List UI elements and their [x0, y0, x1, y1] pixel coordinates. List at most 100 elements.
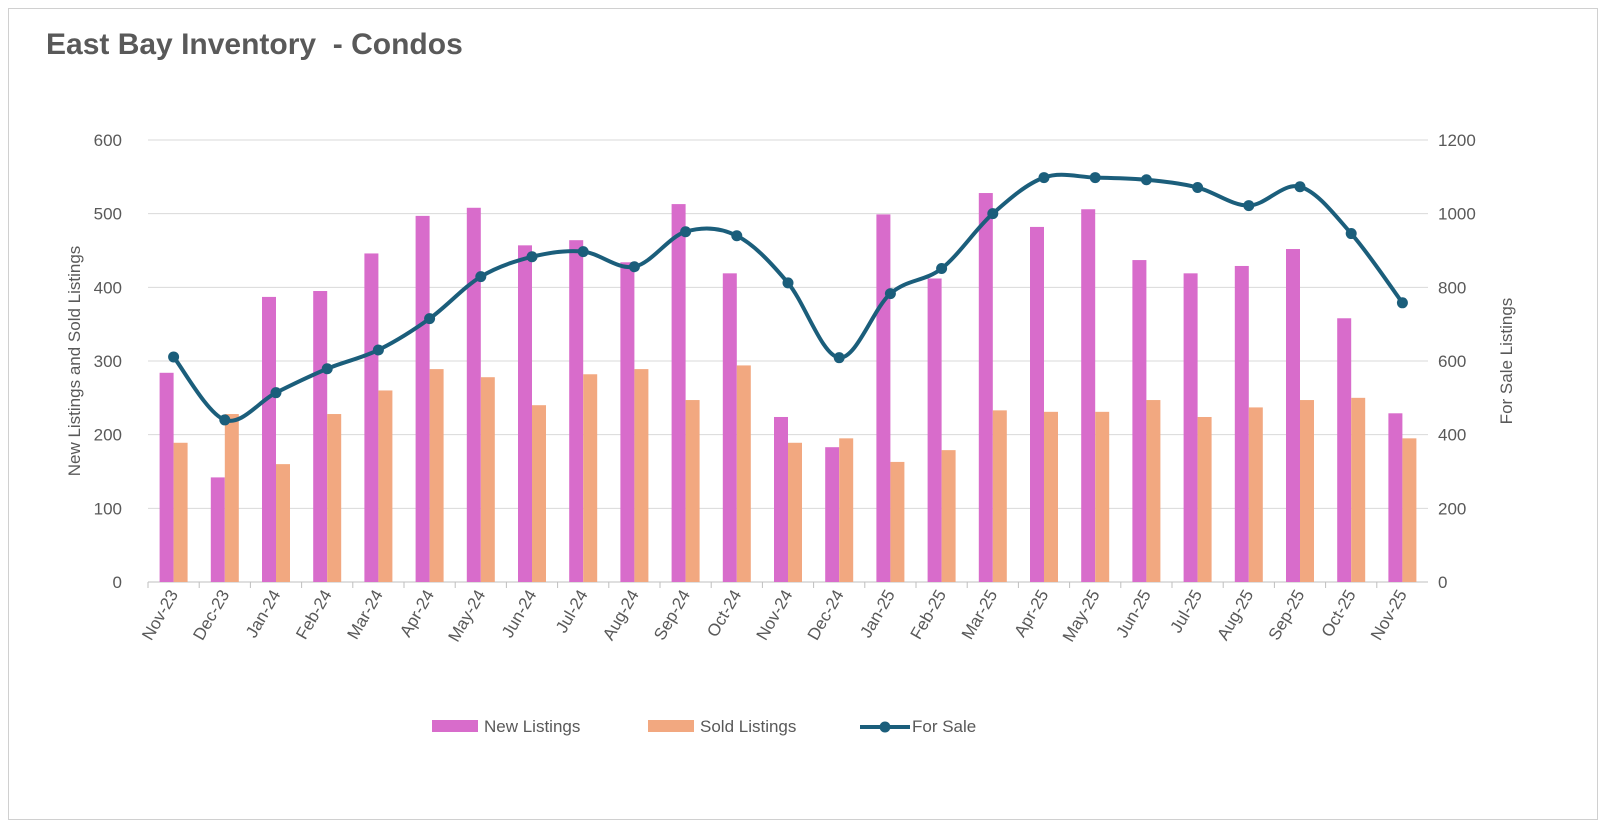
y-tick-label: 100 — [94, 499, 122, 518]
x-tick-label: May-25 — [1059, 587, 1104, 646]
bar-sold-listings — [1044, 411, 1058, 582]
bar-sold-listings — [839, 438, 854, 582]
bar-new-listings — [927, 278, 942, 582]
bar-new-listings — [774, 416, 788, 582]
point-for-sale — [168, 351, 180, 363]
bar-sold-listings — [173, 442, 188, 582]
bar-sold-listings — [685, 400, 700, 582]
legend-swatch-new-listings — [432, 720, 478, 732]
bar-new-listings — [1388, 413, 1403, 582]
chart-frame — [8, 8, 1598, 820]
x-tick-label: Sep-24 — [650, 587, 694, 644]
point-for-sale — [936, 263, 948, 275]
point-for-sale — [1140, 174, 1152, 186]
bar-sold-listings — [1248, 407, 1263, 582]
bar-sold-listings — [480, 377, 495, 582]
y2-tick-label: 1200 — [1438, 131, 1476, 150]
bar-new-listings — [1081, 209, 1096, 582]
x-tick-label: Jun-25 — [1112, 587, 1154, 642]
point-for-sale — [424, 313, 436, 325]
bar-sold-listings — [583, 374, 598, 582]
bar-new-listings — [978, 193, 993, 583]
point-for-sale — [321, 363, 333, 375]
bar-new-listings — [1030, 226, 1044, 582]
bar-sold-listings — [276, 464, 290, 582]
point-for-sale — [833, 352, 845, 364]
x-tick-label: Aug-24 — [599, 587, 643, 644]
x-tick-label: Apr-25 — [1010, 587, 1052, 641]
x-tick-label: Jul-24 — [552, 587, 592, 637]
point-for-sale — [526, 251, 538, 263]
point-for-sale — [1243, 200, 1255, 212]
legend-marker-for-sale — [879, 721, 891, 733]
bar-sold-listings — [1402, 438, 1417, 582]
y-axis-label: New Listings and Sold Listings — [65, 246, 84, 477]
point-for-sale — [884, 288, 896, 300]
bar-new-listings — [210, 477, 225, 582]
bar-new-listings — [671, 204, 686, 582]
point-for-sale — [577, 246, 589, 258]
point-for-sale — [1192, 182, 1204, 194]
point-for-sale — [782, 277, 794, 289]
x-tick-label: Nov-23 — [138, 587, 182, 644]
bar-new-listings — [569, 240, 584, 583]
x-tick-label: Jun-24 — [498, 587, 540, 642]
bar-new-listings — [825, 447, 840, 582]
y2-tick-label: 400 — [1438, 426, 1466, 445]
bar-new-listings — [1183, 273, 1198, 582]
y2-tick-label: 800 — [1438, 278, 1466, 297]
bar-new-listings — [415, 215, 430, 583]
point-for-sale — [628, 261, 640, 273]
y2-tick-label: 200 — [1438, 499, 1466, 518]
bar-sold-listings — [1095, 411, 1110, 582]
bar-sold-listings — [1197, 416, 1212, 582]
x-tick-label: Jan-24 — [242, 587, 284, 642]
y2-axis-label: For Sale Listings — [1497, 298, 1516, 425]
bar-new-listings — [518, 245, 532, 583]
bar-sold-listings — [890, 461, 905, 582]
y2-tick-label: 0 — [1438, 573, 1447, 592]
y-tick-label: 500 — [94, 205, 122, 224]
point-for-sale — [1345, 228, 1357, 240]
y-tick-label: 0 — [113, 573, 122, 592]
x-tick-label: Sep-25 — [1265, 587, 1309, 644]
bar-new-listings — [364, 253, 379, 583]
bar-sold-listings — [634, 369, 649, 582]
point-for-sale — [731, 230, 743, 242]
bar-new-listings — [313, 291, 328, 582]
bar-sold-listings — [788, 442, 802, 582]
point-for-sale — [475, 271, 487, 283]
point-for-sale — [219, 414, 231, 426]
bar-new-listings — [722, 273, 737, 582]
chart-title: East Bay Inventory - Condos — [46, 28, 463, 61]
bar-new-listings — [620, 262, 635, 582]
point-for-sale — [680, 226, 692, 238]
point-for-sale — [270, 387, 282, 399]
x-tick-label: Aug-25 — [1213, 587, 1257, 644]
y-tick-label: 600 — [94, 131, 122, 150]
x-tick-label: Feb-25 — [907, 587, 950, 643]
bar-sold-listings — [1351, 397, 1366, 582]
bar-new-listings — [262, 296, 276, 582]
legend-label-new-listings: New Listings — [484, 717, 580, 736]
x-tick-label: Nov-24 — [753, 587, 797, 644]
point-for-sale — [372, 344, 384, 356]
bar-sold-listings — [941, 450, 956, 582]
y2-tick-label: 1000 — [1438, 205, 1476, 224]
y-tick-label: 400 — [94, 278, 122, 297]
bar-sold-listings — [532, 405, 546, 582]
x-tick-label: Nov-25 — [1367, 587, 1411, 644]
x-tick-label: Jan-25 — [856, 587, 898, 642]
bar-new-listings — [1337, 318, 1352, 582]
line-for-sale — [172, 172, 1405, 423]
point-for-sale — [1089, 172, 1101, 184]
x-tick-label: Oct-25 — [1318, 587, 1360, 641]
x-tick-label: Mar-25 — [958, 587, 1001, 643]
bar-sold-listings — [429, 369, 444, 582]
x-tick-label: Apr-24 — [396, 587, 438, 641]
x-tick-label: Mar-24 — [343, 587, 386, 643]
bar-sold-listings — [224, 414, 239, 582]
bar-new-listings — [159, 372, 174, 582]
bar-sold-listings — [736, 365, 751, 582]
